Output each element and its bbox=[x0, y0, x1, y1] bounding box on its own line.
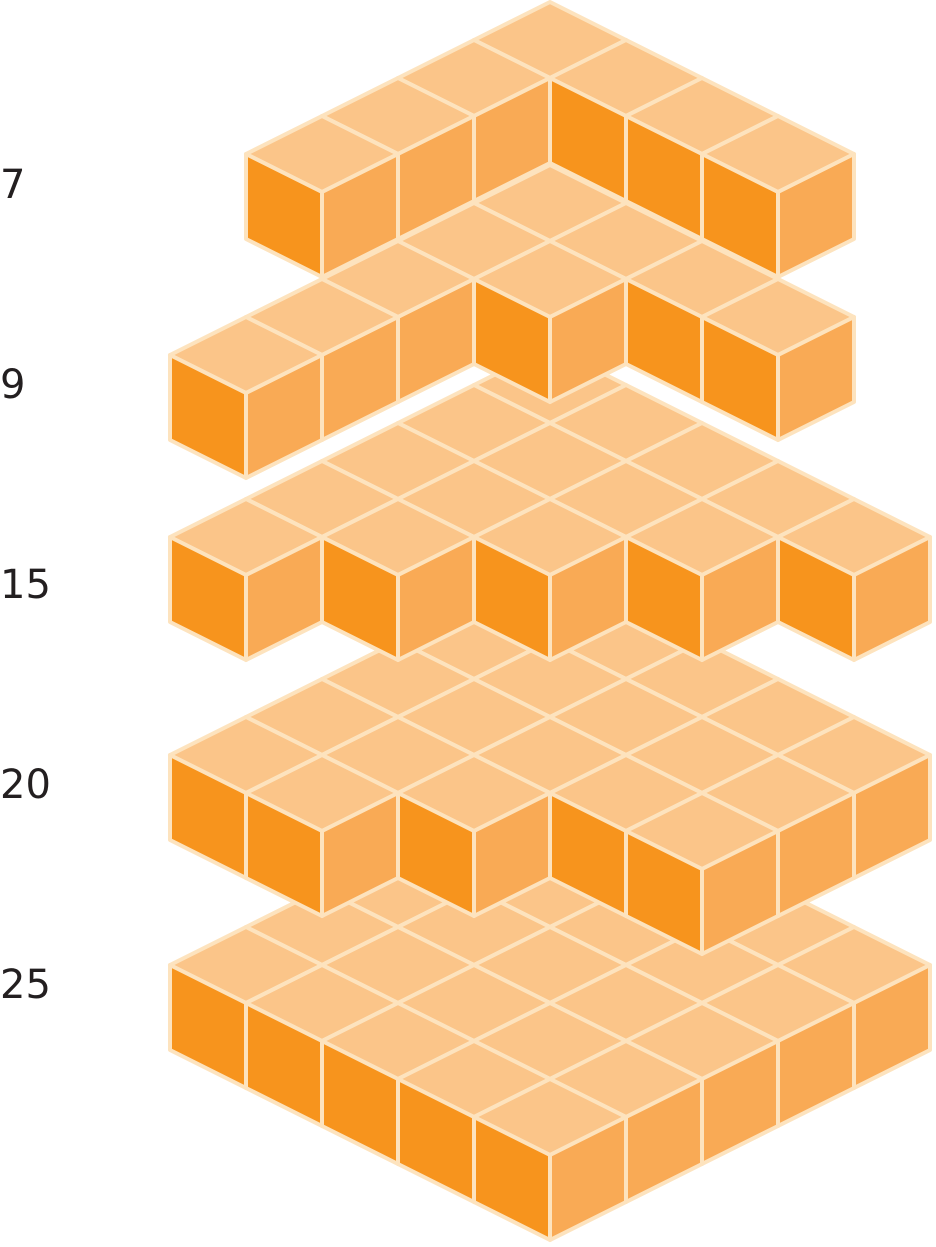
cube-right bbox=[776, 152, 856, 279]
layer-label: 20 bbox=[0, 762, 51, 808]
cube bbox=[168, 497, 324, 662]
cube bbox=[472, 239, 628, 404]
cube-right bbox=[776, 315, 856, 442]
cube bbox=[320, 497, 476, 662]
cube-right bbox=[852, 535, 932, 662]
cube bbox=[700, 277, 856, 442]
cube bbox=[776, 497, 932, 662]
layer-label: 25 bbox=[0, 962, 51, 1008]
cube-right bbox=[320, 152, 400, 279]
cube-stack bbox=[168, 0, 932, 1242]
cube bbox=[472, 497, 628, 662]
cube bbox=[168, 315, 324, 480]
cube bbox=[624, 497, 780, 662]
cube-right bbox=[700, 829, 780, 956]
cube-right bbox=[548, 277, 628, 404]
layer-label: 9 bbox=[0, 362, 25, 408]
cube bbox=[624, 791, 780, 956]
cube bbox=[244, 114, 400, 279]
cube-right bbox=[548, 1115, 628, 1242]
cube bbox=[244, 753, 400, 918]
cube bbox=[472, 1077, 628, 1242]
cube bbox=[700, 114, 856, 279]
layer-label: 15 bbox=[0, 562, 51, 608]
layer-label: 7 bbox=[0, 162, 25, 208]
cube-right bbox=[244, 353, 324, 480]
